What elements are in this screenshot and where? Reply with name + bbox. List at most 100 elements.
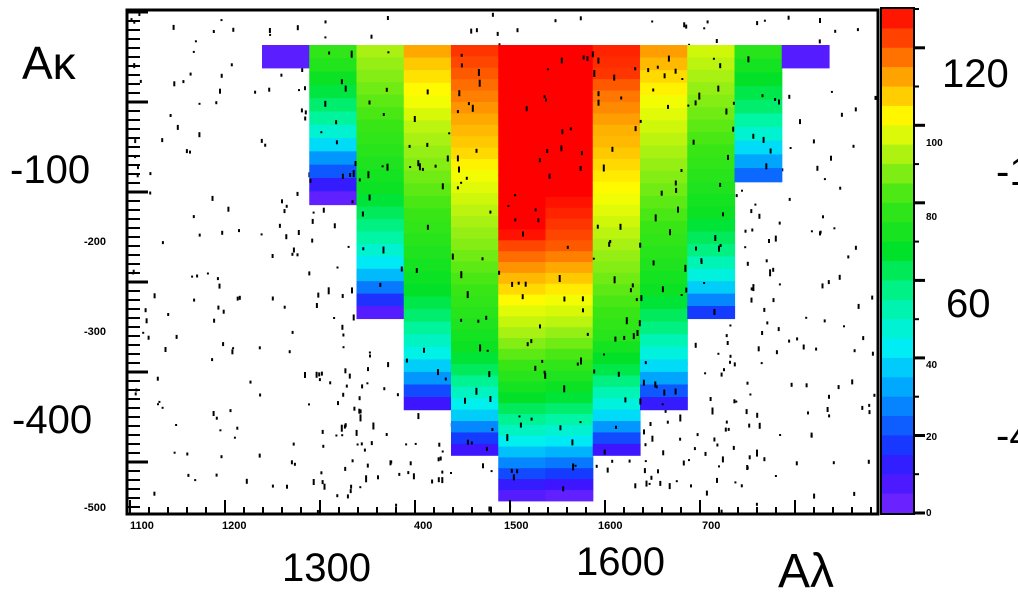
speckle-dot [555, 19, 557, 22]
speckle-dot [334, 223, 336, 228]
speckle-dot [383, 247, 385, 254]
heatmap-cell [451, 410, 499, 422]
speckle-dot [640, 120, 642, 123]
speckle-dot [747, 382, 749, 385]
speckle-dot [353, 315, 355, 321]
speckle-dot [371, 35, 373, 39]
speckle-dot [833, 461, 835, 464]
speckle-dot [716, 478, 718, 483]
speckle-dot [304, 372, 306, 378]
heatmap-cell [404, 322, 452, 335]
speckle-dot [839, 187, 841, 190]
speckle-dot [269, 34, 271, 36]
speckle-dot [410, 461, 412, 465]
speckle-dot [352, 200, 354, 203]
y-tick-label-1: -200 [84, 236, 106, 248]
speckle-dot [387, 362, 389, 367]
speckle-dot [640, 295, 642, 301]
speckle-dot [413, 473, 415, 479]
speckle-dot [364, 449, 366, 452]
heatmap-cell [640, 284, 688, 297]
speckle-dot [335, 120, 337, 124]
speckle-dot [349, 374, 351, 379]
heatmap-cell [309, 98, 357, 112]
speckle-dot [592, 51, 594, 57]
heatmap-cell [640, 309, 688, 322]
colorbar-band [882, 242, 913, 262]
speckle-dot [572, 463, 574, 470]
colorbar-band [882, 494, 913, 514]
heatmap-cell [404, 296, 452, 309]
heatmap-cell [546, 392, 594, 403]
speckle-dot [343, 346, 345, 348]
speckle-dot [161, 138, 163, 142]
speckle-dot [676, 480, 678, 482]
speckle-dot [237, 297, 239, 301]
speckle-dot [756, 21, 758, 25]
heatmap-cell [451, 307, 499, 319]
heatmap-cell [498, 164, 546, 175]
speckle-dot [319, 378, 321, 381]
speckle-dot [762, 94, 764, 97]
speckle-dot [305, 110, 307, 114]
speckle-dot [466, 177, 468, 180]
heatmap-cell [640, 322, 688, 335]
speckle-dot [603, 354, 605, 356]
heatmap-cell [640, 372, 688, 385]
heatmap-cell [357, 57, 405, 70]
colorbar-band [882, 474, 913, 494]
speckle-dot [349, 173, 351, 177]
speckle-dot [231, 63, 233, 66]
speckle-dot [279, 224, 281, 228]
speckle-dot [217, 306, 219, 310]
speckle-dot [457, 155, 459, 161]
speckle-dot [747, 262, 749, 266]
speckle-dot [855, 246, 857, 250]
speckle-dot [377, 475, 379, 479]
speckle-dot [747, 466, 749, 469]
speckle-dot [335, 435, 337, 437]
colorbar-band [882, 106, 913, 126]
speckle-dot [729, 325, 731, 327]
speckle-dot [176, 335, 178, 339]
heatmap-cell [593, 296, 641, 308]
heatmap-cell [404, 372, 452, 385]
speckle-dot [858, 304, 860, 309]
speckle-dot [669, 483, 671, 489]
speckle-dot [304, 117, 306, 121]
speckle-dot [615, 426, 617, 429]
speckle-dot [545, 99, 547, 102]
speckle-dot [511, 469, 513, 473]
speckle-dot [386, 433, 388, 436]
speckle-dot [847, 255, 849, 258]
heatmap-cell [546, 88, 594, 99]
speckle-dot [685, 25, 687, 29]
speckle-dot [193, 215, 195, 218]
speckle-dot [583, 56, 585, 60]
heatmap-cell [593, 68, 641, 80]
speckle-dot [213, 319, 215, 323]
heatmap-cell [309, 111, 357, 125]
heatmap-cell [498, 316, 546, 327]
speckle-dot [580, 421, 582, 423]
colorbar-band [882, 280, 913, 300]
speckle-dot [645, 460, 647, 462]
speckle-dot [232, 28, 234, 32]
heatmap-cell [640, 45, 688, 58]
heatmap-cell [498, 360, 546, 371]
colorbar-band [882, 87, 913, 107]
heatmap-cell [357, 95, 405, 108]
speckle-dot [173, 81, 175, 86]
speckle-dot [435, 165, 437, 168]
speckle-dot [544, 95, 546, 98]
colorbar-big-label-1: 120 [942, 52, 1009, 97]
heatmap-cell [687, 82, 735, 95]
speckle-dot [716, 444, 718, 447]
speckle-dot [457, 186, 459, 189]
heatmap-cell [498, 262, 546, 273]
speckle-dot [779, 434, 781, 436]
speckle-dot [725, 109, 727, 115]
colorbar-band [882, 222, 913, 242]
heatmap-cell [593, 102, 641, 114]
